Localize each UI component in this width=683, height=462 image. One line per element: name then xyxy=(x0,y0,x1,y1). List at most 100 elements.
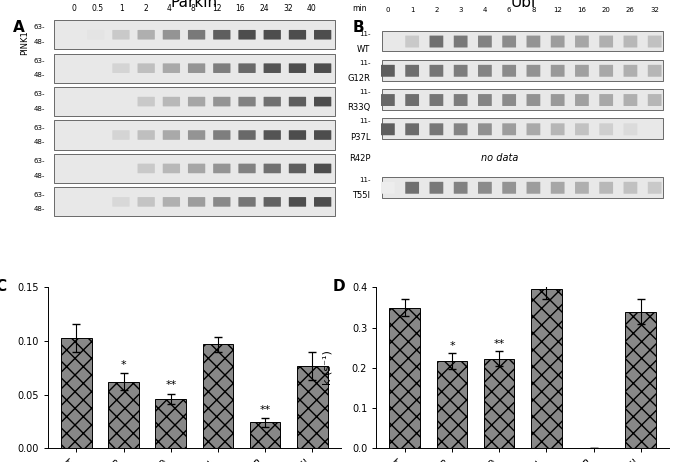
FancyBboxPatch shape xyxy=(314,130,331,140)
FancyBboxPatch shape xyxy=(382,30,663,51)
FancyBboxPatch shape xyxy=(289,197,306,207)
FancyBboxPatch shape xyxy=(137,164,155,173)
FancyBboxPatch shape xyxy=(430,65,443,77)
Bar xyxy=(484,359,514,448)
Text: 26: 26 xyxy=(626,7,635,13)
FancyBboxPatch shape xyxy=(405,36,419,48)
FancyBboxPatch shape xyxy=(188,197,206,207)
Text: 12: 12 xyxy=(553,7,562,13)
FancyBboxPatch shape xyxy=(54,20,335,49)
Text: 24: 24 xyxy=(260,4,269,13)
FancyBboxPatch shape xyxy=(137,97,155,106)
FancyBboxPatch shape xyxy=(575,94,589,106)
Text: 2: 2 xyxy=(143,4,148,13)
FancyBboxPatch shape xyxy=(599,123,613,135)
FancyBboxPatch shape xyxy=(188,164,206,173)
FancyBboxPatch shape xyxy=(454,94,468,106)
FancyBboxPatch shape xyxy=(264,30,281,40)
FancyBboxPatch shape xyxy=(478,36,492,48)
Text: 63-: 63- xyxy=(33,158,45,164)
FancyBboxPatch shape xyxy=(188,130,206,140)
FancyBboxPatch shape xyxy=(430,182,443,194)
FancyBboxPatch shape xyxy=(624,36,637,48)
FancyBboxPatch shape xyxy=(454,65,468,77)
FancyBboxPatch shape xyxy=(314,97,331,106)
FancyBboxPatch shape xyxy=(137,130,155,140)
FancyBboxPatch shape xyxy=(163,164,180,173)
FancyBboxPatch shape xyxy=(137,63,155,73)
FancyBboxPatch shape xyxy=(502,36,516,48)
FancyBboxPatch shape xyxy=(289,97,306,106)
Bar xyxy=(250,422,281,448)
FancyBboxPatch shape xyxy=(527,94,540,106)
FancyBboxPatch shape xyxy=(624,65,637,77)
FancyBboxPatch shape xyxy=(314,30,331,40)
FancyBboxPatch shape xyxy=(264,63,281,73)
FancyBboxPatch shape xyxy=(112,197,130,207)
Bar xyxy=(109,382,139,448)
Text: 48-: 48- xyxy=(33,106,45,112)
FancyBboxPatch shape xyxy=(314,197,331,207)
FancyBboxPatch shape xyxy=(54,187,335,217)
FancyBboxPatch shape xyxy=(624,94,637,106)
FancyBboxPatch shape xyxy=(405,182,419,194)
FancyBboxPatch shape xyxy=(624,182,637,194)
Text: 16: 16 xyxy=(577,7,587,13)
Text: 0: 0 xyxy=(386,7,390,13)
Bar xyxy=(626,311,656,448)
FancyBboxPatch shape xyxy=(112,30,130,40)
FancyBboxPatch shape xyxy=(478,65,492,77)
Text: 6: 6 xyxy=(507,7,512,13)
FancyBboxPatch shape xyxy=(213,164,230,173)
FancyBboxPatch shape xyxy=(599,65,613,77)
Text: 48-: 48- xyxy=(33,206,45,212)
FancyBboxPatch shape xyxy=(575,36,589,48)
Text: no data: no data xyxy=(481,153,518,163)
Text: 12: 12 xyxy=(212,4,221,13)
Text: A: A xyxy=(12,20,25,35)
FancyBboxPatch shape xyxy=(238,63,255,73)
FancyBboxPatch shape xyxy=(575,182,589,194)
FancyBboxPatch shape xyxy=(137,30,155,40)
FancyBboxPatch shape xyxy=(112,130,130,140)
Text: 48-: 48- xyxy=(33,140,45,146)
FancyBboxPatch shape xyxy=(647,123,662,135)
FancyBboxPatch shape xyxy=(289,164,306,173)
FancyBboxPatch shape xyxy=(454,36,468,48)
FancyBboxPatch shape xyxy=(264,197,281,207)
Bar xyxy=(436,360,467,448)
Text: 4: 4 xyxy=(483,7,487,13)
FancyBboxPatch shape xyxy=(575,65,589,77)
Text: Parkin: Parkin xyxy=(171,0,218,10)
FancyBboxPatch shape xyxy=(213,63,230,73)
Text: 63-: 63- xyxy=(33,192,45,198)
Text: 8: 8 xyxy=(531,7,535,13)
FancyBboxPatch shape xyxy=(430,123,443,135)
FancyBboxPatch shape xyxy=(382,89,663,110)
Y-axis label: k (s⁻¹): k (s⁻¹) xyxy=(322,350,332,385)
Bar xyxy=(156,399,186,448)
FancyBboxPatch shape xyxy=(550,94,565,106)
FancyBboxPatch shape xyxy=(54,87,335,116)
FancyBboxPatch shape xyxy=(163,97,180,106)
Text: 11-: 11- xyxy=(359,177,370,183)
Bar xyxy=(203,344,234,448)
FancyBboxPatch shape xyxy=(54,121,335,150)
FancyBboxPatch shape xyxy=(163,63,180,73)
FancyBboxPatch shape xyxy=(575,123,589,135)
FancyBboxPatch shape xyxy=(647,36,662,48)
FancyBboxPatch shape xyxy=(624,123,637,135)
Text: 32: 32 xyxy=(650,7,659,13)
FancyBboxPatch shape xyxy=(478,123,492,135)
Text: 4: 4 xyxy=(167,4,171,13)
FancyBboxPatch shape xyxy=(163,130,180,140)
Text: 48-: 48- xyxy=(33,73,45,79)
FancyBboxPatch shape xyxy=(382,118,663,139)
Text: 11-: 11- xyxy=(359,30,370,36)
Text: 1: 1 xyxy=(410,7,415,13)
Text: *: * xyxy=(121,360,126,370)
Text: 63-: 63- xyxy=(33,58,45,64)
FancyBboxPatch shape xyxy=(163,197,180,207)
Text: 2: 2 xyxy=(434,7,438,13)
FancyBboxPatch shape xyxy=(550,65,565,77)
